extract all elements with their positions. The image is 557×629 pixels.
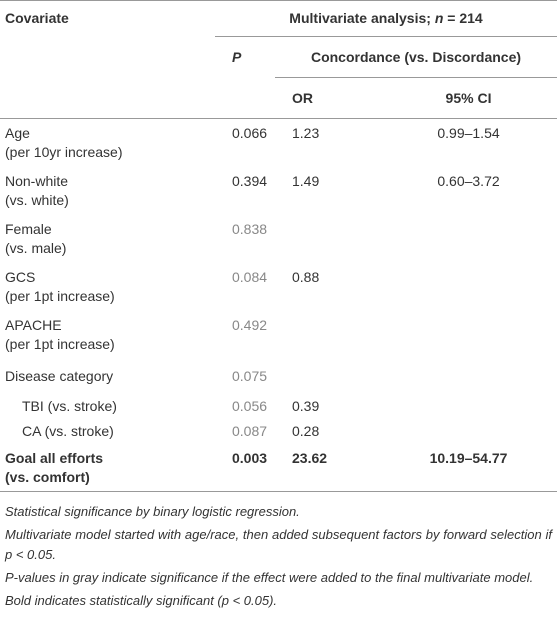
- confidence-interval: [380, 215, 557, 263]
- confidence-interval: [380, 311, 557, 359]
- footnote: Multivariate model started with age/race…: [5, 527, 552, 562]
- p-value: 0.056: [232, 397, 268, 414]
- data-row: Female (vs. male) 0.838: [0, 215, 557, 263]
- p-value: 0.394: [232, 172, 268, 189]
- odds-ratio: [275, 359, 380, 394]
- covariate-cell: CA (vs. stroke): [0, 419, 215, 444]
- odds-ratio: 1.49: [292, 172, 320, 189]
- p-value: 0.066: [232, 125, 268, 141]
- odds-ratio: 1.23: [292, 125, 320, 141]
- data-row: GCS (per 1pt increase) 0.084 0.88: [0, 263, 557, 311]
- footnote: Bold indicates statistically significant…: [5, 593, 278, 608]
- header-cell: [215, 77, 275, 119]
- covariate: CA (vs. stroke): [22, 422, 114, 439]
- covariate-detail: (per 10yr increase): [5, 144, 123, 160]
- header-cell: OR: [275, 77, 380, 119]
- footnote: P-values in gray indicate significance i…: [5, 570, 534, 585]
- confidence-interval: [380, 359, 557, 394]
- header-cell: Multivariate analysis; n = 214: [215, 0, 557, 37]
- covariate-cell: TBI (vs. stroke): [0, 394, 215, 419]
- p-value: 0.838: [232, 220, 268, 237]
- confidence-interval: [380, 419, 557, 444]
- header-row: Covariate Multivariate analysis; n = 214: [0, 0, 557, 37]
- odds-ratio: 0.28: [292, 422, 320, 439]
- covariate-cell: Non-white (vs. white): [0, 167, 215, 215]
- p-value: 0.492: [232, 316, 268, 333]
- data-row: Age (per 10yr increase) 0.066 1.23 0.99–1.54: [0, 119, 557, 167]
- covariate: Goal all efforts: [5, 449, 104, 466]
- covariate-detail: (vs. white): [5, 191, 69, 208]
- covariate-cell: Age (per 10yr increase): [0, 119, 215, 167]
- p-value: 0.003: [215, 443, 275, 492]
- footnote: Statistical significance by binary logis…: [5, 504, 300, 519]
- covariate: Female: [5, 220, 52, 237]
- covariate-cell: Goal all efforts (vs. comfort): [0, 443, 215, 492]
- covariate-detail: (vs. male): [5, 239, 67, 256]
- covariate-cell: Female (vs. male): [0, 215, 215, 263]
- header-cell: [0, 37, 215, 78]
- header-cell: Covariate: [0, 0, 215, 37]
- header-text: n: [434, 10, 444, 26]
- header-cell: 95% CI: [380, 77, 557, 119]
- data-row: Disease category 0.075: [0, 359, 557, 394]
- data-row: TBI (vs. stroke) 0.056 0.39: [0, 394, 557, 419]
- odds-ratio: 0.39: [292, 397, 320, 414]
- odds-ratio: [275, 215, 380, 263]
- header-cell: Concordance (vs. Discordance): [275, 36, 557, 78]
- confidence-interval: [380, 263, 557, 311]
- covariate: GCS: [5, 268, 36, 285]
- header-text: Multivariate analysis;: [289, 10, 435, 26]
- data-row: APACHE (per 1pt increase) 0.492: [0, 311, 557, 359]
- odds-ratio: [275, 311, 380, 359]
- covariate: Disease category: [5, 367, 114, 384]
- table: Covariate Multivariate analysis; n = 214…: [0, 0, 557, 492]
- header-row: OR 95% CI: [0, 77, 557, 119]
- header-cell: P: [232, 48, 242, 65]
- footnotes: Statistical significance by binary logis…: [0, 492, 557, 611]
- p-value: 0.075: [232, 367, 268, 384]
- covariate-detail: (per 1pt increase): [5, 287, 115, 304]
- covariate: TBI (vs. stroke): [22, 397, 117, 414]
- confidence-interval: [380, 394, 557, 419]
- covariate: APACHE: [5, 316, 62, 333]
- covariate-detail: (vs. comfort): [5, 468, 90, 485]
- p-value: 0.084: [232, 268, 268, 285]
- confidence-interval: 0.60–3.72: [437, 172, 500, 189]
- covariate: Non-white: [5, 172, 69, 189]
- covariate-detail: (per 1pt increase): [5, 335, 115, 352]
- odds-ratio: 23.62: [275, 443, 380, 492]
- covariate-cell: Disease category: [0, 359, 215, 394]
- data-row: CA (vs. stroke) 0.087 0.28: [0, 419, 557, 444]
- header-cell: [0, 77, 215, 119]
- header-text: = 214: [443, 10, 483, 26]
- covariate-cell: APACHE (per 1pt increase): [0, 311, 215, 359]
- confidence-interval: 0.99–1.54: [437, 125, 500, 141]
- covariate-cell: GCS (per 1pt increase): [0, 263, 215, 311]
- odds-ratio: 0.88: [292, 268, 320, 285]
- data-row: Goal all efforts (vs. comfort) 0.003 23.62 1…: [0, 443, 557, 492]
- data-row: Non-white (vs. white) 0.394 1.49 0.60–3.72: [0, 167, 557, 215]
- header-row: P Concordance (vs. Discordance): [0, 36, 557, 78]
- confidence-interval: 10.19–54.77: [380, 443, 557, 492]
- covariate: Age: [5, 125, 30, 141]
- p-value: 0.087: [232, 422, 268, 439]
